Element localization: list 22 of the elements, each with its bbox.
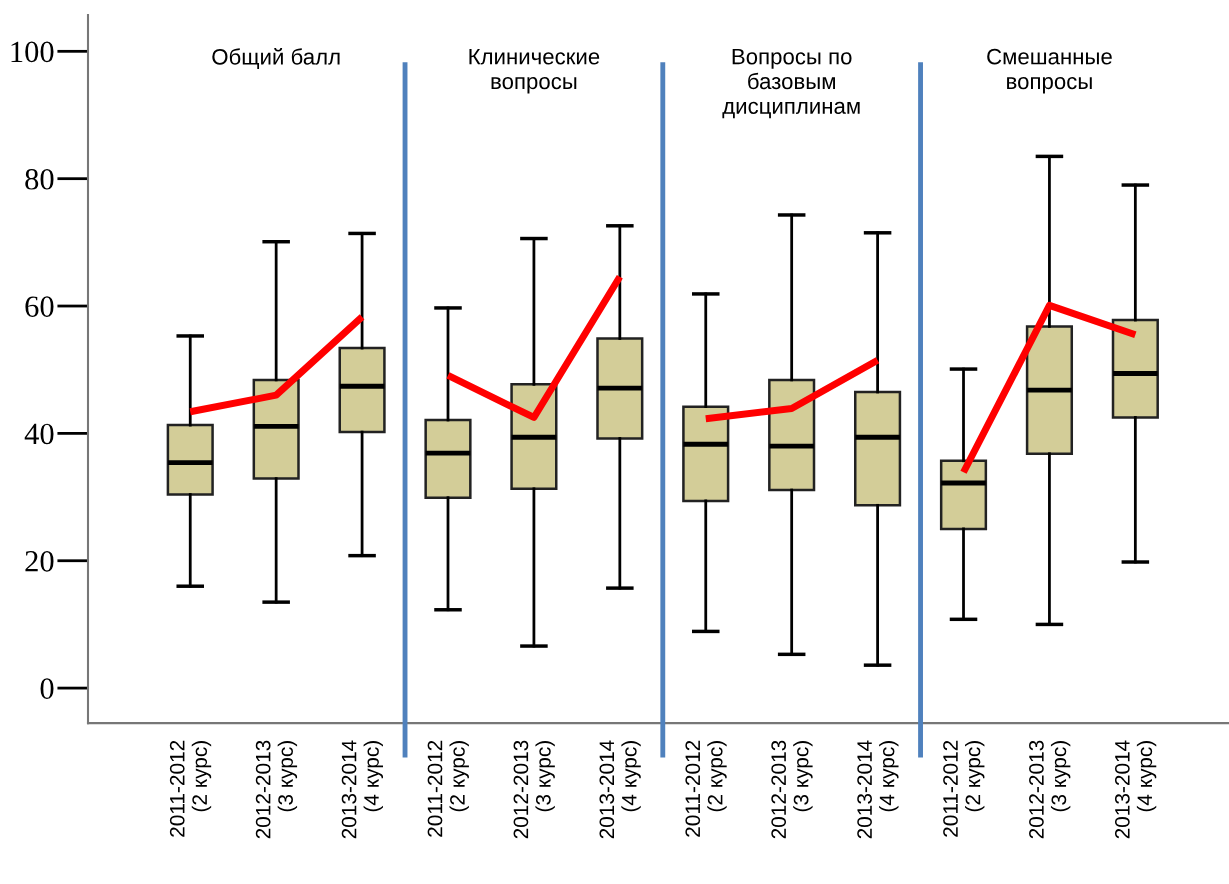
x-tick-label: 2011-2012 (2 курс) (685, 740, 727, 837)
x-tick-label: 2011-2012 (2 курс) (427, 740, 469, 837)
y-tick-label: 100 (11, 41, 54, 63)
x-tick-label: 2011-2012 (2 курс) (169, 740, 212, 837)
x-tick-label: 2013-2014 (4 курс) (341, 740, 384, 839)
y-tick-label: 0 (40, 678, 54, 699)
x-tick-label: 2012-2013 (3 курс) (771, 740, 813, 839)
y-tick-label: 60 (25, 296, 54, 317)
annotation: Общий балл (212, 47, 340, 69)
annotation: Вопросы по базовым дисциплинам (722, 48, 860, 119)
y-tick-label: 20 (25, 551, 54, 572)
x-tick-label: 2013-2014 (4 курс) (857, 740, 899, 839)
y-tick-label: 40 (24, 423, 54, 445)
x-tick-label: 2011-2012 (2 курс) (943, 740, 985, 837)
x-tick-label: 2012-2013 (3 курс) (513, 740, 555, 839)
y-tick-label: 80 (25, 168, 54, 190)
x-tick-label: 2013-2014 (4 курс) (1114, 740, 1157, 839)
annotation: Смешанные вопросы (987, 48, 1112, 94)
x-tick-label: 2012-2013 (3 курс) (1029, 740, 1071, 839)
annotation: Клинические вопросы (469, 48, 600, 94)
x-tick-label: 2012-2013 (3 курс) (255, 740, 298, 839)
x-tick-label: 2013-2014 (4 курс) (599, 740, 641, 839)
